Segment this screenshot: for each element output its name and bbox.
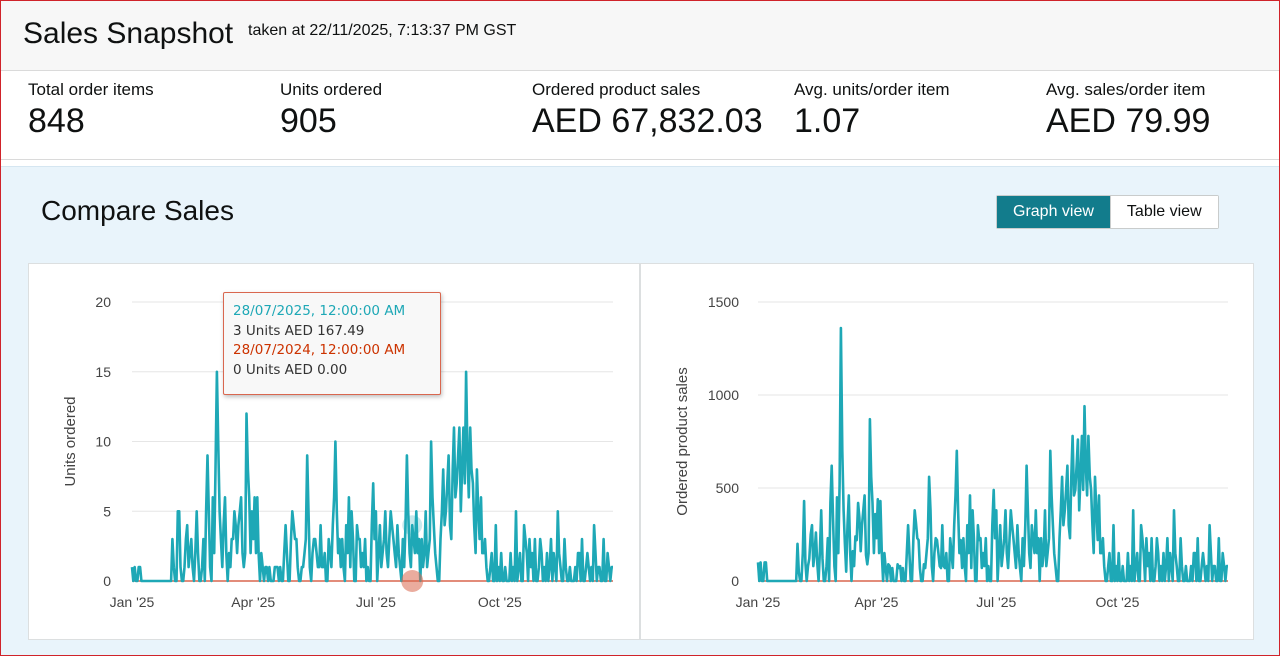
metric-value: 848	[28, 102, 85, 140]
y-tick-label: 1500	[708, 294, 739, 310]
hover-marker-current	[402, 515, 423, 536]
snapshot-timestamp: taken at 22/11/2025, 7:13:37 PM GST	[248, 22, 517, 39]
y-tick-label: 20	[95, 294, 111, 310]
hover-marker-previous	[401, 570, 424, 592]
series-current-line	[756, 326, 1229, 583]
y-tick-label: 5	[103, 503, 111, 519]
y-tick-label: 0	[103, 573, 111, 589]
x-tick-label: Oct '25	[1095, 594, 1139, 610]
metric-label: Ordered product sales	[532, 80, 701, 99]
tooltip-current-values: 3 Units AED 167.49	[233, 322, 365, 339]
metric-total-order-items: Total order items 848	[28, 80, 154, 141]
metric-ordered-product-sales: Ordered product sales AED 67,832.03	[532, 80, 763, 141]
y-tick-label: 10	[95, 434, 111, 450]
metric-label: Avg. sales/order item	[1046, 80, 1206, 99]
units-ordered-chart[interactable]: 0 5 10 15 20 Jan '25 Apr '25 Jul '25 Oct '25 Unit…	[29, 264, 641, 641]
metric-units-ordered: Units ordered 905	[280, 80, 382, 141]
snapshot-header: Sales Snapshot taken at 22/11/2025, 7:13…	[1, 1, 1279, 71]
series-current-line	[130, 370, 614, 583]
x-tick-label: Jul '25	[356, 594, 396, 610]
sales-chart[interactable]: 0 500 1000 1500 Jan '25 Apr '25 Jul '25 Oct '25…	[641, 264, 1255, 641]
graph-view-button[interactable]: Graph view	[997, 196, 1110, 228]
x-tick-label: Oct '25	[478, 594, 522, 610]
metric-avg-units-per-order-item: Avg. units/order item 1.07	[794, 80, 950, 141]
metric-label: Total order items	[28, 80, 154, 99]
metric-avg-sales-per-order-item: Avg. sales/order item AED 79.99	[1046, 80, 1210, 141]
y-tick-label: 0	[731, 573, 739, 589]
x-tick-label: Jan '25	[110, 594, 155, 610]
metric-value: AED 79.99	[1046, 102, 1211, 140]
sales-chart-panel: 0 500 1000 1500 Jan '25 Apr '25 Jul '25 Oct '25…	[640, 263, 1254, 640]
tooltip-previous-values: 0 Units AED 0.00	[233, 361, 348, 378]
section-title: Compare Sales	[41, 195, 234, 226]
compare-sales-section: Compare Sales Graph view Table view 0 5 10…	[1, 166, 1279, 655]
chart-tooltip: 28/07/2025, 12:00:00 AM 3 Units AED 167.…	[223, 292, 441, 395]
tooltip-previous-date: 28/07/2024, 12:00:00 AM	[233, 342, 406, 358]
table-view-button[interactable]: Table view	[1109, 196, 1218, 228]
page-title: Sales Snapshot	[23, 17, 234, 50]
metric-value: AED 67,832.03	[532, 102, 763, 140]
view-toggle: Graph view Table view	[996, 195, 1219, 229]
x-tick-label: Jan '25	[736, 594, 781, 610]
tooltip-current-date: 28/07/2025, 12:00:00 AM	[233, 303, 406, 319]
metric-value: 1.07	[794, 102, 861, 140]
x-tick-label: Jul '25	[976, 594, 1016, 610]
metric-label: Units ordered	[280, 80, 383, 99]
y-tick-label: 15	[95, 364, 111, 380]
x-tick-label: Apr '25	[855, 594, 899, 610]
y-axis-label: Ordered product sales	[674, 367, 691, 515]
x-tick-label: Apr '25	[231, 594, 275, 610]
y-tick-label: 500	[716, 480, 740, 496]
metric-value: 905	[280, 102, 337, 140]
metric-label: Avg. units/order item	[794, 80, 950, 99]
y-axis-label: Units ordered	[62, 396, 79, 486]
metrics-row: Total order items 848 Units ordered 905 …	[1, 72, 1279, 160]
y-tick-label: 1000	[708, 387, 739, 403]
